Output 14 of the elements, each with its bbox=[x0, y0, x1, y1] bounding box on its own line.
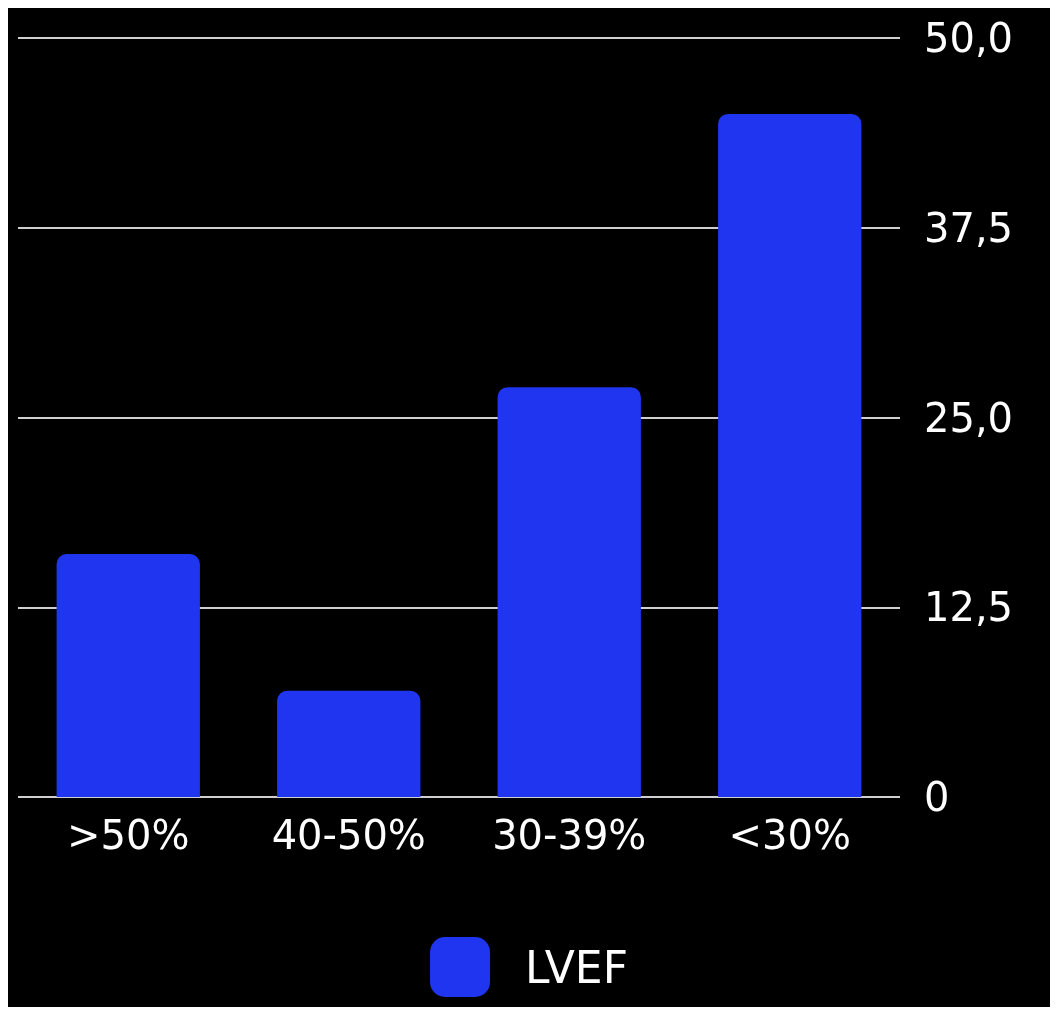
x-tick-label: <30% bbox=[728, 812, 851, 858]
y-tick-label: 37,5 bbox=[924, 204, 1014, 251]
legend-label: LVEF bbox=[525, 941, 628, 993]
bar bbox=[56, 554, 200, 797]
x-tick-label: 40-50% bbox=[271, 812, 426, 858]
x-tick-label: 30-39% bbox=[492, 812, 647, 858]
bar bbox=[497, 387, 641, 797]
y-tick-label: 12,5 bbox=[924, 584, 1014, 631]
y-tick-label: 50,0 bbox=[924, 15, 1014, 61]
x-tick-label: >50% bbox=[67, 812, 190, 858]
y-tick-label: 0 bbox=[924, 774, 950, 820]
y-tick-label: 25,0 bbox=[924, 394, 1014, 441]
bar bbox=[277, 690, 421, 797]
bar bbox=[718, 113, 862, 797]
